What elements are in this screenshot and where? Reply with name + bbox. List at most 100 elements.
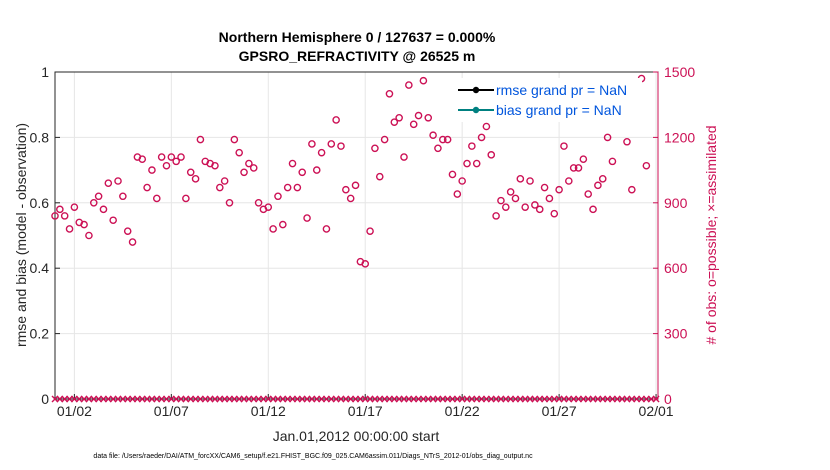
obs-possible-point <box>390 118 399 126</box>
chart-subtitle: GPSRO_REFRACTIVITY @ 26525 m <box>239 48 476 64</box>
obs-possible-point <box>230 135 239 144</box>
obs-possible-point <box>123 227 132 235</box>
obs-possible-point <box>468 142 476 150</box>
y-axis-right: 0 300 600 900 1200 1500 <box>653 64 695 407</box>
obs-possible-point <box>497 196 505 205</box>
x-tick-label: 01/02 <box>57 403 92 419</box>
obs-possible-point <box>419 76 428 85</box>
obs-possible-point <box>574 164 583 172</box>
grid <box>55 71 658 400</box>
obs-possible-point <box>443 135 452 144</box>
obs-possible-point <box>65 225 74 233</box>
obs-possible-point <box>196 135 205 144</box>
obs-possible-point <box>361 260 370 268</box>
obs-possible-point <box>472 159 481 168</box>
obs-possible-point <box>182 194 190 203</box>
obs-possible-point <box>429 131 437 140</box>
y-axis-left: 0 0.2 0.4 0.6 0.8 1 <box>30 64 60 407</box>
y-right-tick-label: 900 <box>664 195 688 211</box>
obs-possible-point <box>332 116 340 124</box>
obs-possible-point <box>589 205 597 214</box>
y-right-tick-label: 1500 <box>664 64 695 80</box>
obs-possible-point <box>235 148 243 157</box>
obs-possible-point <box>346 194 355 203</box>
y-right-tick-label: 600 <box>664 260 688 276</box>
obs-possible-point <box>138 155 147 163</box>
obs-possible-point <box>293 183 302 192</box>
obs-assimilated-point <box>652 395 660 403</box>
obs-possible-point <box>317 148 326 157</box>
obs-possible-point <box>594 181 602 190</box>
obs-possible-point <box>598 175 607 183</box>
y-right-tick-label: 0 <box>664 391 672 407</box>
y-tick-label: 0.8 <box>30 129 50 145</box>
obs-possible-point <box>535 205 544 214</box>
obs-possible-point <box>80 220 88 229</box>
obs-possible-point <box>482 122 491 131</box>
obs-possible-point <box>405 81 413 89</box>
obs-possible-point <box>245 159 253 168</box>
obs-possible-point <box>327 140 336 148</box>
x-marker-stroke <box>652 395 660 403</box>
obs-possible-point <box>274 192 282 201</box>
obs-possible-point <box>220 177 229 185</box>
obs-possible-point <box>642 161 651 170</box>
legend: rmse grand pr = NaN bias grand pr = NaN <box>448 78 642 122</box>
obs-possible-point <box>395 113 403 122</box>
y-axis-label-right: # of obs: o=possible; ×=assimilated <box>703 125 719 344</box>
obs-possible-point <box>608 157 617 166</box>
obs-possible-point <box>506 188 515 196</box>
obs-possible-point <box>249 164 258 172</box>
obs-possible-point <box>322 225 331 233</box>
obs-possible-point <box>400 153 408 161</box>
obs-possible-point <box>312 166 321 174</box>
obs-possible-point <box>409 120 418 129</box>
obs-possible-point <box>211 161 219 170</box>
obs-possible-point <box>177 153 185 161</box>
obs-possible-point <box>380 135 389 144</box>
obs-possible-point <box>516 175 525 183</box>
obs-possible-point <box>477 133 486 142</box>
obs-possible-point <box>191 175 200 183</box>
x-axis: 01/02 01/07 01/12 01/17 01/22 01/27 02/01 <box>57 394 674 419</box>
obs-possible-point <box>351 181 360 190</box>
y-tick-label: 0.4 <box>30 260 50 276</box>
obs-possible-point <box>463 159 471 168</box>
obs-possible-point <box>240 168 248 177</box>
obs-possible-point <box>128 238 137 246</box>
x-tick-label: 01/22 <box>445 403 480 419</box>
obs-possible-point <box>560 142 568 150</box>
obs-possible-point <box>114 177 122 185</box>
obs-possible-point <box>119 192 127 201</box>
obs-possible-point <box>288 159 297 168</box>
obs-possible-point <box>264 203 273 211</box>
obs-possible-point <box>283 183 292 192</box>
obs-possible-point <box>569 164 578 172</box>
obs-possible-point <box>603 133 612 142</box>
obs-possible-point <box>531 201 539 209</box>
y-tick-label: 0.2 <box>30 326 50 342</box>
x-tick-label: 01/07 <box>154 403 189 419</box>
obs-possible-point <box>94 192 103 201</box>
obs-possible-point <box>51 212 59 220</box>
obs-possible-point <box>579 155 588 163</box>
x-tick-label: 02/01 <box>639 403 674 419</box>
legend-marker-rmse <box>472 86 480 94</box>
obs-possible-point <box>487 151 496 159</box>
x-tick-label: 01/17 <box>348 403 383 419</box>
obs-possible-point <box>438 135 447 144</box>
y-tick-label: 0 <box>41 391 49 407</box>
obs-possible-point <box>56 205 64 214</box>
obs-possible-point <box>565 177 573 185</box>
obs-possible-point <box>511 194 520 203</box>
y-tick-label: 1 <box>41 64 49 80</box>
obs-possible-point <box>186 168 195 177</box>
obs-possible-point <box>375 172 384 181</box>
obs-possible-point <box>555 185 563 194</box>
legend-label-rmse: rmse grand pr = NaN <box>496 82 627 98</box>
obs-possible-point <box>458 177 466 185</box>
obs-possible-point <box>453 190 462 198</box>
obs-possible-point <box>167 153 176 161</box>
obs-possible-point <box>85 231 93 240</box>
